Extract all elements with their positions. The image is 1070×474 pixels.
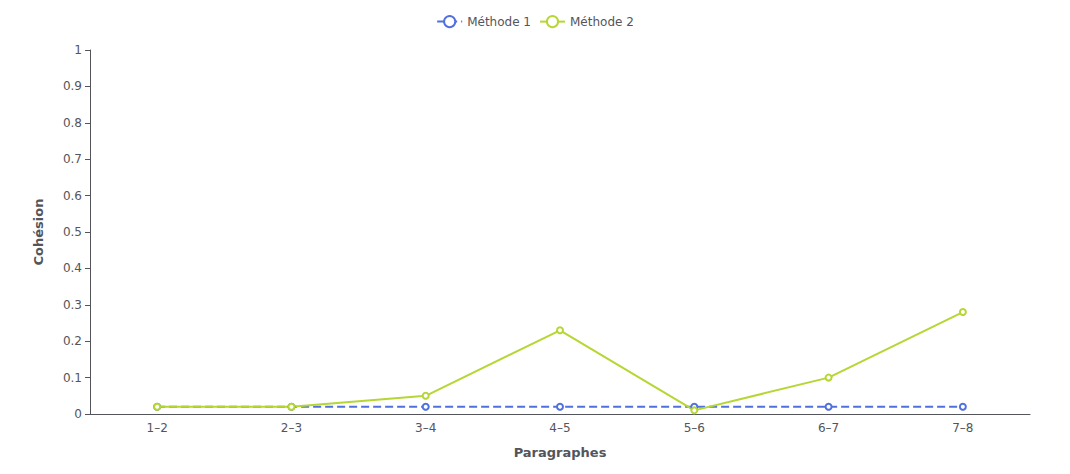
svg-text:5–6: 5–6 (684, 421, 705, 435)
svg-text:1: 1 (74, 43, 82, 57)
svg-text:0.6: 0.6 (63, 189, 82, 203)
svg-text:3–4: 3–4 (415, 421, 436, 435)
svg-text:4–5: 4–5 (549, 421, 570, 435)
svg-text:0: 0 (74, 407, 82, 421)
svg-text:0.8: 0.8 (63, 116, 82, 130)
svg-text:0.2: 0.2 (63, 334, 82, 348)
svg-text:2–3: 2–3 (281, 421, 302, 435)
svg-text:Méthode 2: Méthode 2 (570, 15, 634, 29)
svg-text:0.3: 0.3 (63, 298, 82, 312)
svg-text:0.5: 0.5 (63, 225, 82, 239)
svg-text:1–2: 1–2 (147, 421, 168, 435)
svg-text:0.7: 0.7 (63, 152, 82, 166)
svg-text:0.1: 0.1 (63, 371, 82, 385)
svg-text:0.9: 0.9 (63, 79, 82, 93)
svg-text:Paragraphes: Paragraphes (514, 445, 607, 460)
svg-text:6–7: 6–7 (818, 421, 839, 435)
svg-text:7–8: 7–8 (952, 421, 973, 435)
svg-text:0.4: 0.4 (63, 261, 82, 275)
svg-text:Cohésion: Cohésion (31, 199, 46, 266)
svg-text:Méthode 1: Méthode 1 (467, 15, 531, 29)
